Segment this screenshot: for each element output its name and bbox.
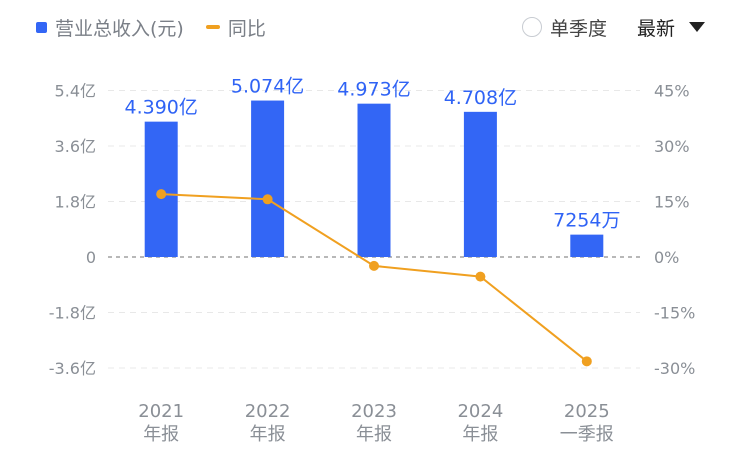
x-tick-period: 年报 bbox=[250, 424, 286, 445]
x-tick-period: 一季报 bbox=[560, 424, 614, 445]
yoy-point bbox=[369, 260, 379, 271]
radio-circle-icon[interactable] bbox=[521, 17, 542, 37]
y-right-tick-label: 30% bbox=[654, 137, 690, 156]
sort-dropdown-label[interactable]: 最新 bbox=[636, 17, 675, 40]
y-right-tick-label: -30% bbox=[654, 359, 695, 378]
y-right-tick-label: 45% bbox=[654, 82, 690, 101]
x-tick-year: 2024 bbox=[457, 401, 503, 422]
x-tick-year: 2022 bbox=[245, 401, 291, 422]
y-left-tick-label: -1.8亿 bbox=[49, 304, 96, 323]
y-right-tick-label: -15% bbox=[654, 304, 695, 323]
y-left-tick-label: 0 bbox=[86, 248, 96, 267]
single-quarter-toggle[interactable]: 单季度 bbox=[521, 14, 607, 41]
legend-bar-swatch bbox=[36, 21, 47, 33]
revenue-bar bbox=[357, 103, 391, 257]
legend-revenue-label: 营业总收入(元) bbox=[55, 17, 184, 40]
bar-value-label: 4.708亿 bbox=[444, 87, 517, 109]
yoy-point bbox=[581, 356, 592, 367]
revenue-bar bbox=[570, 234, 604, 257]
x-tick-period: 年报 bbox=[462, 424, 498, 445]
bar-value-label: 4.390亿 bbox=[124, 97, 197, 119]
y-right-tick-label: 0% bbox=[654, 248, 679, 267]
x-tick-period: 年报 bbox=[143, 424, 179, 445]
yoy-point bbox=[156, 189, 167, 200]
bar-value-label: 5.074亿 bbox=[231, 76, 304, 98]
yoy-point bbox=[262, 194, 273, 205]
yoy-point bbox=[475, 271, 486, 282]
x-tick-year: 2021 bbox=[138, 401, 184, 422]
revenue-bar bbox=[251, 100, 285, 257]
x-tick-year: 2025 bbox=[564, 401, 610, 422]
legend-item-yoy[interactable]: 同比 bbox=[205, 14, 266, 41]
x-tick-period: 年报 bbox=[356, 424, 392, 445]
revenue-bar bbox=[463, 111, 497, 257]
legend-line-swatch bbox=[205, 25, 220, 29]
bar-value-label: 7254万 bbox=[553, 210, 620, 232]
legend-item-revenue[interactable]: 营业总收入(元) bbox=[36, 14, 184, 41]
y-left-tick-label: 5.4亿 bbox=[55, 82, 96, 101]
bar-value-label: 4.973亿 bbox=[337, 79, 410, 101]
y-left-tick-label: -3.6亿 bbox=[49, 359, 96, 378]
chart-controls: 单季度 最新 bbox=[521, 12, 705, 42]
caret-down-icon[interactable] bbox=[689, 22, 705, 32]
y-left-tick-label: 3.6亿 bbox=[55, 137, 96, 156]
legend-yoy-label: 同比 bbox=[227, 17, 266, 40]
x-tick-year: 2023 bbox=[351, 401, 397, 422]
single-quarter-label: 单季度 bbox=[549, 17, 607, 40]
y-left-tick-label: 1.8亿 bbox=[55, 193, 96, 212]
y-right-tick-label: 15% bbox=[654, 193, 690, 212]
legend: 营业总收入(元) 同比 bbox=[36, 12, 266, 42]
